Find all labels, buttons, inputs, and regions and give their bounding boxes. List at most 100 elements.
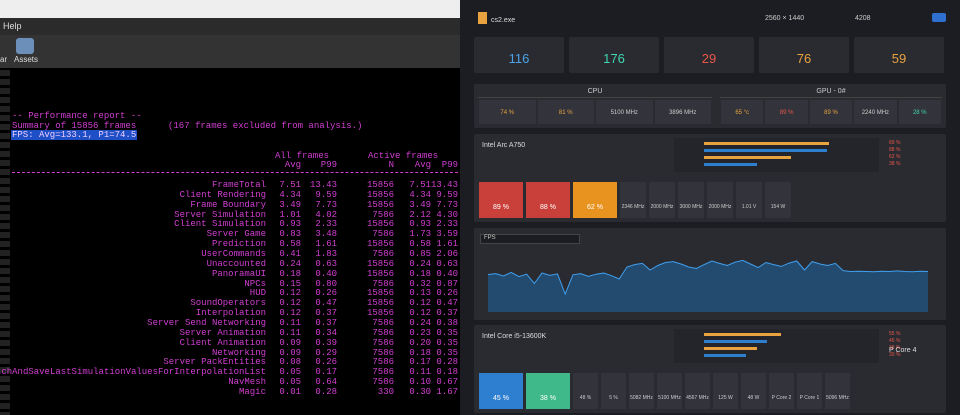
bar-label: 45 %	[889, 338, 901, 344]
usage-bar	[704, 340, 767, 343]
row-value: 0.64	[315, 377, 337, 388]
row-name: UserCommands	[201, 249, 266, 260]
row-value: 0.40	[315, 268, 337, 279]
metric-cell: 5100 MHz	[596, 100, 653, 124]
row-value: 0.18	[409, 268, 431, 279]
section-label: CPU	[478, 88, 712, 98]
tile-value: 88 %	[540, 204, 556, 211]
row-value: 0.35	[436, 327, 458, 338]
row-value: 0.08	[279, 357, 301, 368]
usage-bar	[704, 347, 758, 350]
tool-assets[interactable]: Assets	[14, 55, 39, 64]
row-value: 9.59	[436, 189, 458, 200]
row-value: 0.58	[409, 239, 431, 250]
info-value: 5100 MHz	[658, 395, 681, 401]
row-value: 0.80	[315, 278, 337, 289]
row-value: 7586	[372, 209, 394, 220]
row-value: 3.49	[409, 199, 431, 210]
usage-bar	[704, 333, 781, 336]
row-name: Server Animation	[179, 327, 266, 338]
menu-help[interactable]: Help	[3, 21, 22, 31]
metric-value: 65 °c	[735, 110, 750, 116]
tile-value: 62 %	[587, 204, 603, 211]
info-tile: 125 W	[713, 373, 738, 409]
bar-label: 30 %	[889, 352, 901, 358]
column-header: N	[388, 160, 394, 170]
row-value: 7586	[372, 318, 394, 329]
info-tile: 48 %	[573, 373, 598, 409]
tool-ar[interactable]: ar	[0, 55, 8, 64]
info-tile: 4567 MHz	[685, 373, 710, 409]
row-value: 0.10	[409, 377, 431, 388]
row-value: 0.17	[315, 367, 337, 378]
metric-selector[interactable]: FPS	[480, 234, 580, 244]
info-value: 125 W	[718, 395, 733, 401]
metric-cell: 3896 MHz	[654, 100, 711, 124]
row-value: 7.73	[315, 199, 337, 210]
bar-label: 55 %	[889, 331, 901, 337]
info-value: 5082 MHz	[630, 395, 653, 401]
row-value: 2.06	[436, 249, 458, 260]
row-value: 1.73	[409, 229, 431, 240]
info-tile: 1.01 V	[736, 182, 762, 218]
row-value: 0.34	[315, 327, 337, 338]
row-value: 0.63	[436, 258, 458, 269]
row-name: Server Send Networking	[147, 318, 266, 329]
info-tile: 2000 MHz	[707, 182, 733, 218]
row-value: 2.12	[409, 209, 431, 220]
usage-bar	[704, 156, 791, 159]
info-value: P Core 2	[771, 395, 792, 401]
bar-area	[674, 329, 879, 363]
row-value: 0.67	[436, 377, 458, 388]
fps-plot	[488, 259, 928, 312]
device-name: Intel Core i5-13600K	[482, 333, 547, 340]
row-value: 0.11	[279, 318, 301, 329]
row-value: 15856	[366, 219, 394, 230]
resolution: 2560 × 1440	[765, 15, 805, 22]
metric-cell: 28 %	[898, 100, 941, 124]
row-value: 0.17	[409, 357, 431, 368]
report-fps: FPS: Avg=133.1, P1=74.5	[11, 130, 138, 140]
metric-cell: 89 %	[809, 100, 853, 124]
row-value: 7586	[372, 347, 394, 358]
row-value: 7586	[372, 249, 394, 260]
export-button[interactable]	[932, 13, 946, 22]
row-name: HUD	[249, 288, 266, 299]
device-name: Intel Arc A750	[482, 142, 526, 149]
row-value: 0.18	[279, 268, 301, 279]
metric-value: 81 %	[558, 110, 573, 116]
row-name: PanoramaUI	[211, 268, 266, 279]
info-tile: 48 W	[741, 373, 766, 409]
row-value: 0.12	[279, 288, 301, 299]
row-value: 0.40	[436, 268, 458, 279]
row-value: 15856	[366, 239, 394, 250]
row-value: 0.20	[409, 337, 431, 348]
row-value: 0.93	[409, 219, 431, 230]
bar-label: 89 %	[889, 140, 901, 146]
metric-value: 3896 MHz	[669, 110, 697, 116]
row-value: 7586	[372, 229, 394, 240]
info-tile: 2346 MHz	[620, 182, 646, 218]
row-value: 15856	[366, 199, 394, 210]
row-value: 0.37	[315, 318, 337, 329]
row-value: 0.26	[315, 357, 337, 368]
group-all: All frames	[275, 151, 330, 161]
row-value: 0.12	[279, 298, 301, 309]
row-value: 13.43	[309, 180, 337, 190]
report-excluded: (167 frames excluded from analysis.)	[168, 121, 363, 131]
row-value: 7.73	[436, 199, 458, 210]
row-value: 3.59	[436, 229, 458, 240]
app-name: cs2.exe	[491, 17, 516, 24]
metric-cell: 74 %	[479, 100, 536, 124]
row-value: 0.37	[315, 308, 337, 319]
row-value: 15856	[366, 258, 394, 269]
row-value: 0.37	[436, 308, 458, 319]
row-value: 0.63	[315, 258, 337, 269]
load-tile: 88 %	[526, 182, 570, 218]
row-value: 0.05	[279, 377, 301, 388]
row-value: 0.24	[409, 258, 431, 269]
row-value: 0.93	[279, 219, 301, 230]
tool-assets-icon[interactable]	[16, 38, 34, 54]
metric-cell: 89 %	[765, 100, 808, 124]
row-value: 0.09	[279, 347, 301, 358]
